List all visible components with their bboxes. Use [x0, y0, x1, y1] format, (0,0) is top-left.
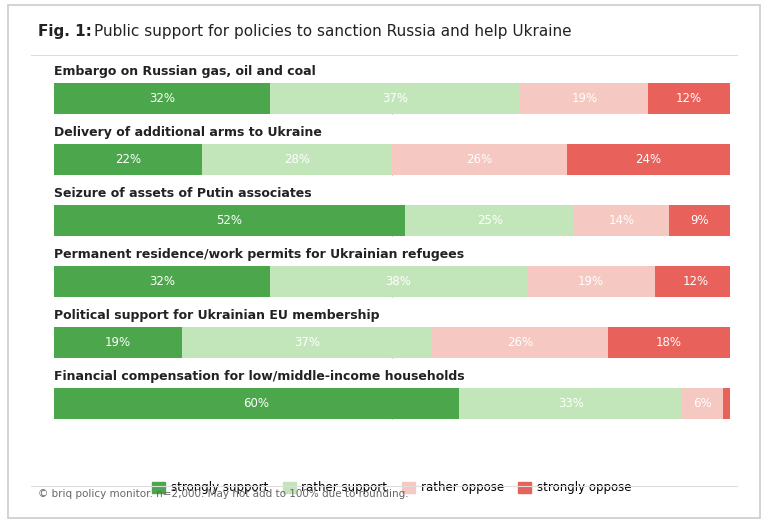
Bar — [203, 144, 392, 175]
Text: 18%: 18% — [656, 336, 682, 349]
Bar — [406, 204, 574, 236]
Bar — [392, 144, 568, 175]
Text: Seizure of assets of Putin associates: Seizure of assets of Putin associates — [54, 187, 311, 200]
Text: 12%: 12% — [676, 92, 702, 105]
Text: 32%: 32% — [149, 92, 175, 105]
Text: 26%: 26% — [507, 336, 533, 349]
Bar — [432, 327, 608, 358]
Bar — [182, 327, 432, 358]
Text: 37%: 37% — [294, 336, 320, 349]
Text: 14%: 14% — [608, 214, 634, 227]
Text: 37%: 37% — [382, 92, 408, 105]
Text: 28%: 28% — [284, 153, 310, 166]
Bar — [574, 204, 669, 236]
Text: 19%: 19% — [571, 92, 598, 105]
Bar — [54, 266, 270, 298]
Bar — [648, 83, 730, 115]
Bar — [54, 204, 406, 236]
Text: 33%: 33% — [558, 397, 584, 410]
Text: 12%: 12% — [683, 275, 709, 288]
Text: 6%: 6% — [694, 397, 712, 410]
Bar — [520, 83, 648, 115]
Bar — [54, 388, 459, 419]
Text: Embargo on Russian gas, oil and coal: Embargo on Russian gas, oil and coal — [54, 65, 316, 78]
Bar — [608, 327, 730, 358]
Text: 9%: 9% — [690, 214, 709, 227]
Bar — [527, 266, 655, 298]
Bar — [568, 144, 730, 175]
Bar — [682, 388, 723, 419]
Bar — [270, 83, 520, 115]
Bar — [54, 327, 182, 358]
Bar — [459, 388, 682, 419]
Text: 60%: 60% — [243, 397, 270, 410]
Text: Political support for Ukrainian EU membership: Political support for Ukrainian EU membe… — [54, 309, 379, 322]
Bar — [669, 204, 730, 236]
Bar — [723, 388, 730, 419]
Text: Public support for policies to sanction Russia and help Ukraine: Public support for policies to sanction … — [94, 24, 571, 39]
Text: 24%: 24% — [635, 153, 661, 166]
Text: 22%: 22% — [115, 153, 141, 166]
Legend: strongly support, rather support, rather oppose, strongly oppose: strongly support, rather support, rather… — [147, 476, 636, 499]
Text: Delivery of additional arms to Ukraine: Delivery of additional arms to Ukraine — [54, 126, 322, 139]
Bar — [270, 266, 527, 298]
Text: Permanent residence/work permits for Ukrainian refugees: Permanent residence/work permits for Ukr… — [54, 248, 464, 261]
Text: © briq policy monitor. n=2,000. May not add to 100% due to rounding.: © briq policy monitor. n=2,000. May not … — [38, 490, 409, 499]
Text: 25%: 25% — [477, 214, 503, 227]
Text: Financial compensation for low/middle-income households: Financial compensation for low/middle-in… — [54, 370, 465, 383]
Text: 52%: 52% — [217, 214, 243, 227]
Bar — [54, 83, 270, 115]
Text: 19%: 19% — [578, 275, 604, 288]
Text: 32%: 32% — [149, 275, 175, 288]
Bar — [655, 266, 737, 298]
Text: 19%: 19% — [105, 336, 131, 349]
Text: 26%: 26% — [466, 153, 492, 166]
Text: 38%: 38% — [386, 275, 412, 288]
Bar — [54, 144, 203, 175]
Text: Fig. 1:: Fig. 1: — [38, 24, 92, 39]
